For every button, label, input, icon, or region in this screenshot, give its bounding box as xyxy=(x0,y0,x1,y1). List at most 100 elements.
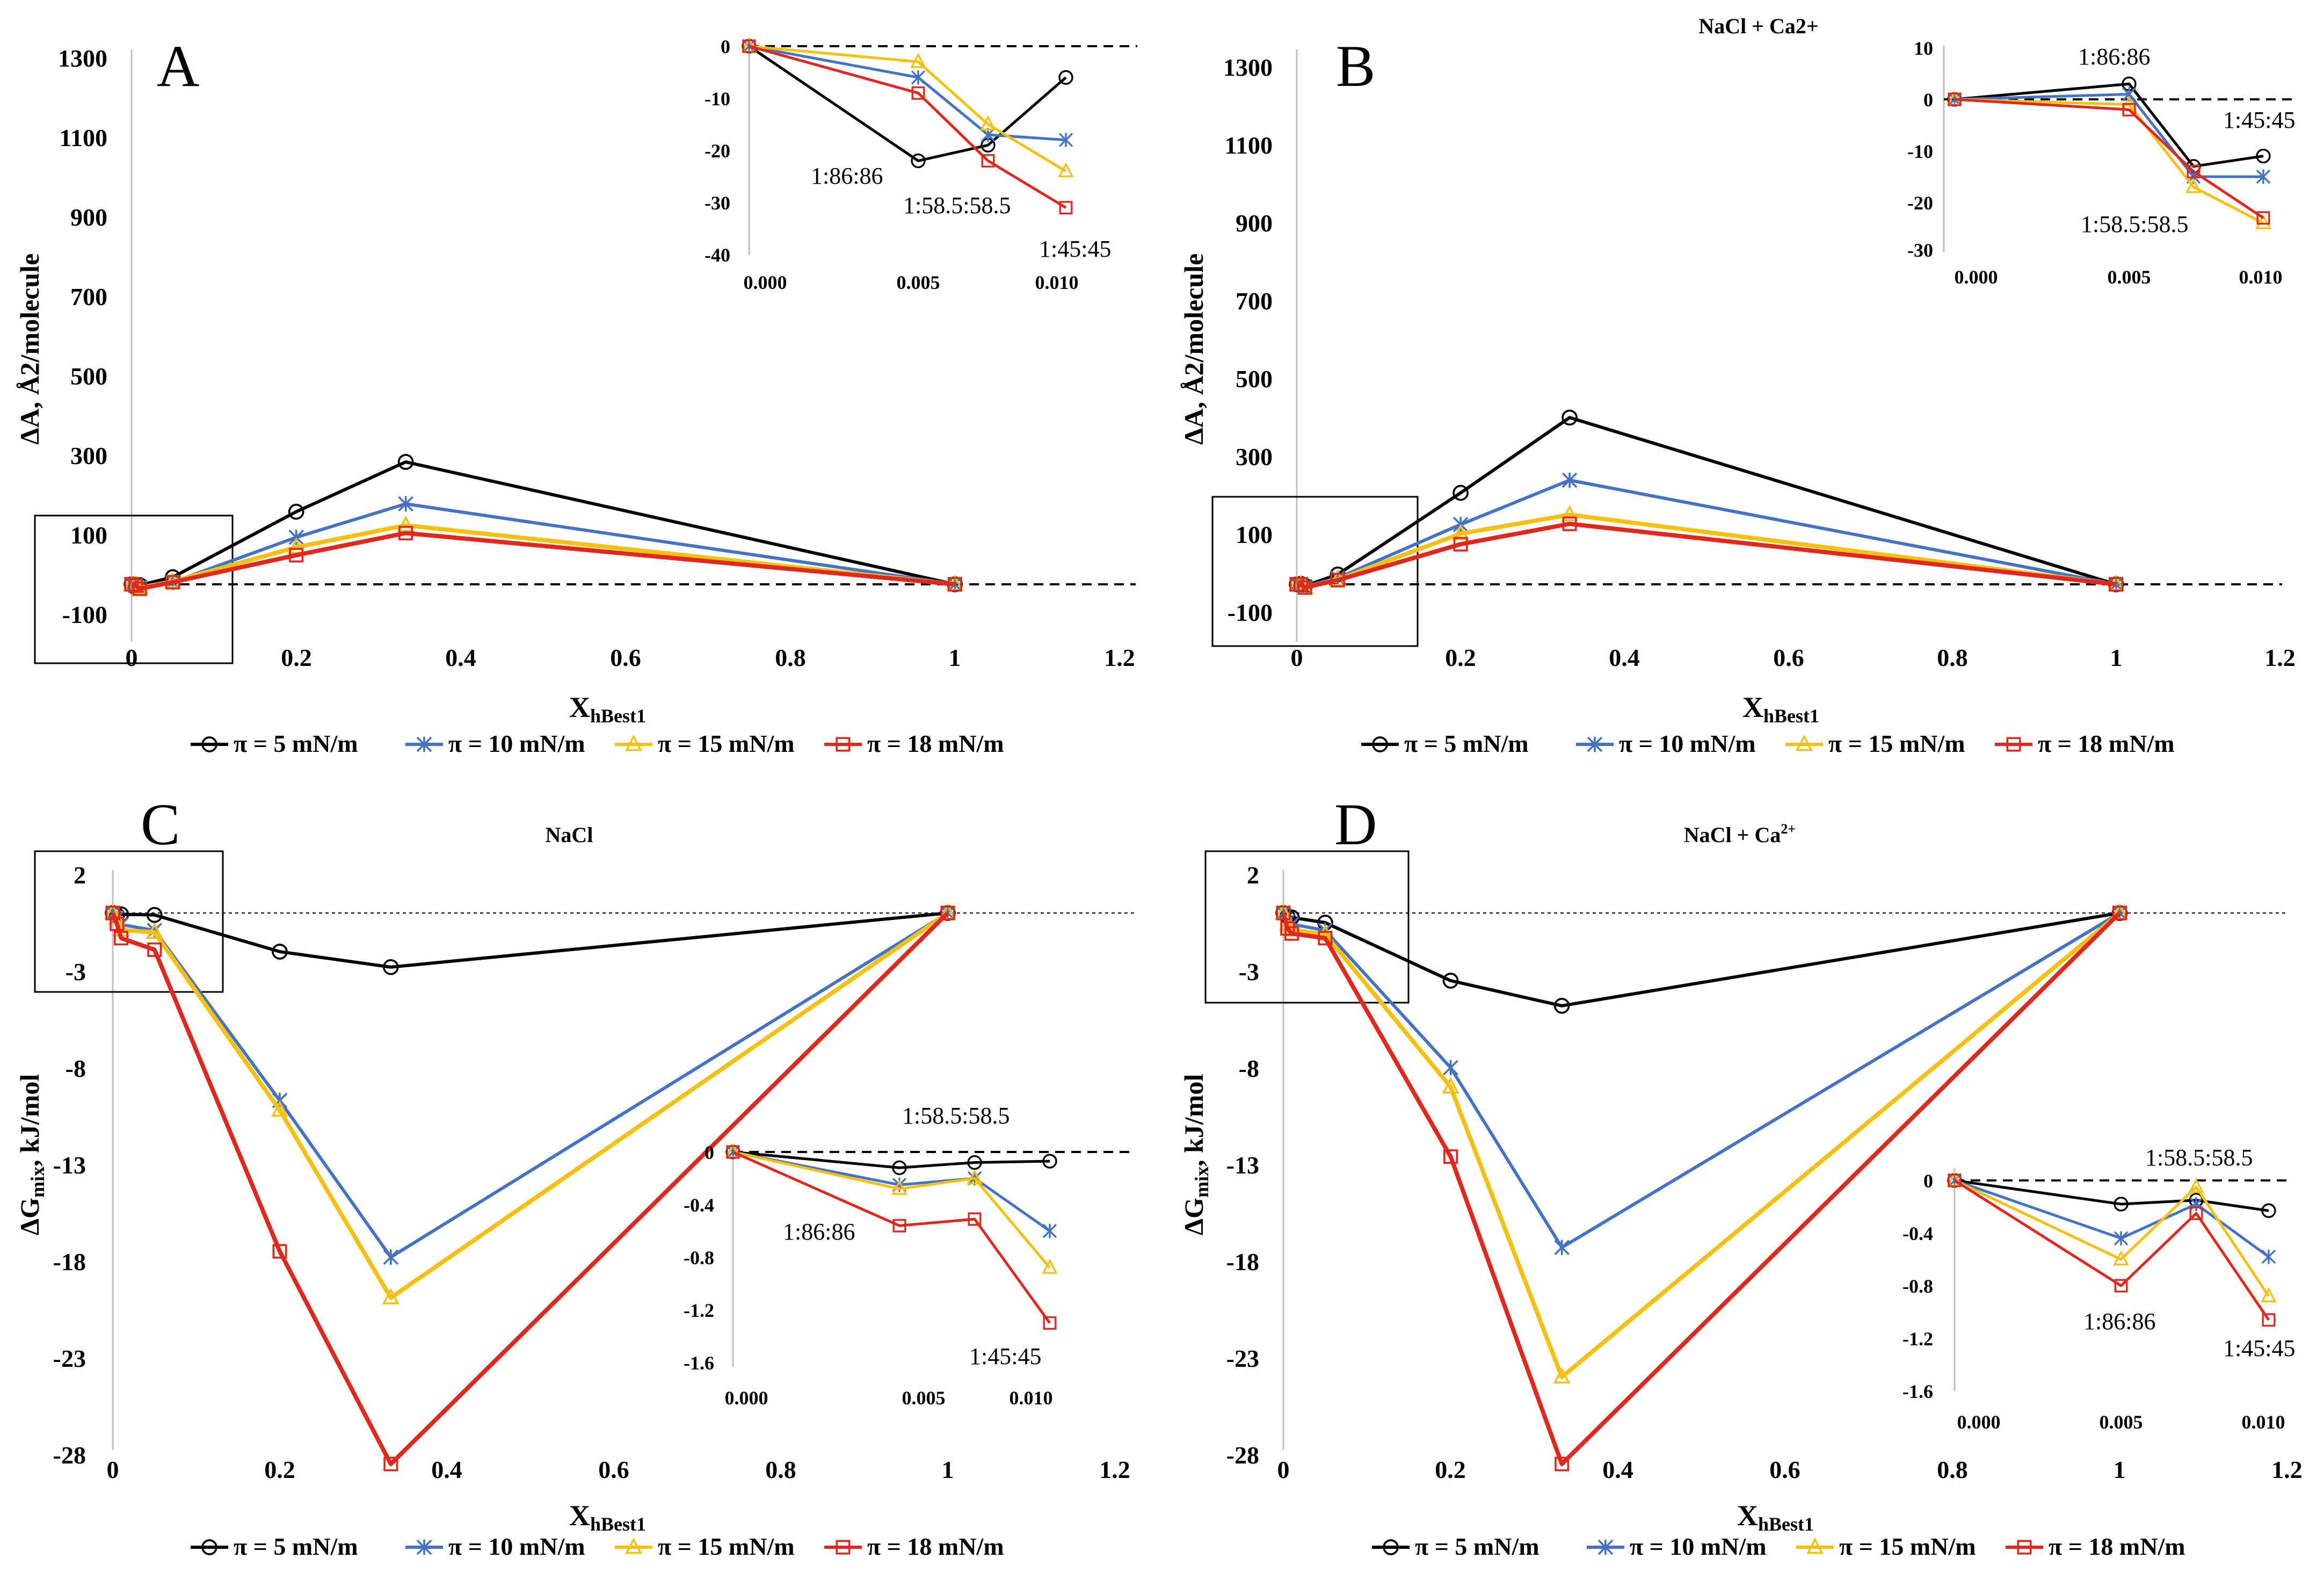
x-tick-label: 1.2 xyxy=(1104,644,1135,671)
data-point xyxy=(383,1456,398,1472)
inset-data-point xyxy=(2262,1313,2276,1327)
inset-chart: 0 -10 -20 -30 -40 0.000 0.005 0.010 1:86… xyxy=(705,36,1137,293)
panel-c: 2 -3 -8 -13 -18 -23 -28 0 0.2 0.4 0.6 0.… xyxy=(14,792,1136,1535)
data-point xyxy=(1553,997,1570,1014)
y-tick-label: 700 xyxy=(70,283,107,310)
panel-label: A xyxy=(157,33,199,99)
data-point xyxy=(1453,537,1468,552)
x-tick-labels: 0 0.2 0.4 0.6 0.8 1 1.2 xyxy=(126,644,1135,671)
legend-label: π = 18 mN/m xyxy=(867,1533,1004,1560)
inset-series-group xyxy=(741,37,1074,215)
data-point xyxy=(1562,409,1578,426)
legend-marker xyxy=(624,1537,643,1554)
data-point xyxy=(146,922,163,939)
data-point xyxy=(397,515,415,532)
inset-data-point xyxy=(1042,1223,1057,1238)
x-tick-label: 0.2 xyxy=(264,1456,295,1483)
inset-data-point xyxy=(2185,178,2202,193)
y-tick-label: 100 xyxy=(1236,521,1273,548)
legend-entry: π = 10 mN/m xyxy=(1587,1533,1767,1560)
data-point xyxy=(132,581,147,596)
inset-series-line xyxy=(748,45,1067,162)
legend-label: π = 5 mN/m xyxy=(234,1533,358,1560)
data-point xyxy=(146,907,163,923)
x-tick-label: 0.8 xyxy=(765,1456,796,1483)
y-tick-labels: 1300 1100 900 700 500 300 100 -100 xyxy=(58,45,107,628)
data-point xyxy=(940,905,955,921)
data-point xyxy=(382,1288,400,1304)
inset-x-tick: 0.005 xyxy=(2100,1411,2143,1433)
series-group xyxy=(122,454,964,596)
data-point xyxy=(1284,926,1299,941)
legend-label: π = 15 mN/m xyxy=(1839,1533,1976,1560)
legend-label: π = 15 mN/m xyxy=(658,730,795,757)
inset-x-tick: 0.000 xyxy=(744,272,787,293)
zoom-box xyxy=(34,514,234,664)
x-tick-label: 0.6 xyxy=(1773,644,1804,671)
y-axis-label: ΔA, Å2/molecule xyxy=(1179,253,1209,445)
inset-y-tick: -10 xyxy=(705,88,730,110)
data-point xyxy=(1553,1367,1571,1384)
series-group xyxy=(1288,409,2125,595)
inset-y-tick: 0 xyxy=(1923,89,1933,111)
inset-data-point xyxy=(892,1160,907,1176)
legend-label: π = 18 mN/m xyxy=(2049,1533,2185,1560)
data-point xyxy=(1562,516,1577,531)
legend-entry: π = 18 mN/m xyxy=(824,730,1004,757)
y-tick-labels: 2 -3 -8 -13 -18 -23 -28 xyxy=(1226,861,1259,1469)
inset-data-point xyxy=(2189,1206,2203,1220)
inset-data-point xyxy=(726,1145,740,1159)
y-tick-label: -8 xyxy=(1239,1055,1259,1082)
y-tick-label: -100 xyxy=(62,601,107,628)
data-point xyxy=(1452,484,1469,501)
inset-chart: 0 -0.4 -0.8 -1.2 -1.6 0.000 0.005 0.010 … xyxy=(684,1103,1130,1409)
inset-chart: 0 -0.4 -0.8 -1.2 -1.6 0.000 0.005 0.010 … xyxy=(1902,1144,2295,1433)
panel-b: 1300 1100 900 700 500 300 100 -100 0 0.2… xyxy=(1179,14,2296,727)
inset-data-point xyxy=(2261,1203,2276,1219)
inset-data-point xyxy=(1948,1173,1962,1187)
y-tick-label: 1300 xyxy=(58,45,107,72)
inset-y-tick: 10 xyxy=(1914,38,1933,59)
legend-label: π = 10 mN/m xyxy=(1619,730,1756,757)
legend-label: π = 15 mN/m xyxy=(658,1533,795,1560)
legend-entry: π = 18 mN/m xyxy=(2006,1533,2185,1560)
ratio-annotation: 1:45:45 xyxy=(2223,1335,2295,1361)
ratio-annotation: 1:58.5:58.5 xyxy=(2081,211,2188,237)
x-tick-label: 0.6 xyxy=(610,644,641,671)
y-tick-label: 900 xyxy=(1236,209,1273,237)
inset-series-line xyxy=(749,45,1066,142)
y-tick-label: 1300 xyxy=(1223,54,1273,81)
inset-y-tick: 0 xyxy=(721,36,730,57)
legend-entry: π = 15 mN/m xyxy=(1785,730,1965,757)
panel-label: B xyxy=(1336,33,1375,99)
inset-x-tick: 0.010 xyxy=(1010,1387,1053,1409)
ratio-annotation: 1:86:86 xyxy=(811,163,883,189)
inset-series-line xyxy=(732,1150,1051,1269)
x-tick-labels: 0 0.2 0.4 0.6 0.8 1 1.2 xyxy=(1291,644,2296,671)
legend-d: π = 5 mN/m π = 10 mN/m π = 15 mN/m π = 18 m… xyxy=(1372,1533,2185,1560)
data-point xyxy=(1561,505,1579,521)
data-point xyxy=(165,575,180,590)
data-point xyxy=(1562,472,1578,488)
x-tick-label: 1.2 xyxy=(2271,1456,2303,1483)
data-point xyxy=(105,905,120,921)
inset-y-tick: -1.6 xyxy=(684,1352,714,1374)
y-axis-label: ΔGmix, kJ/mol xyxy=(1179,1074,1212,1236)
zoom-box xyxy=(1211,496,1419,647)
legend-label: π = 10 mN/m xyxy=(448,730,585,757)
legend-label: π = 18 mN/m xyxy=(2038,730,2175,757)
inset-data-point xyxy=(910,53,926,68)
inset-series-line xyxy=(1954,92,2263,178)
data-point xyxy=(1554,1240,1570,1256)
legend-marker xyxy=(1597,1539,1614,1555)
series-line xyxy=(1296,521,2117,590)
series-line xyxy=(111,911,949,1259)
x-tick-label: 0.8 xyxy=(1937,644,1968,671)
inset-y-tick: -1.2 xyxy=(1902,1328,1933,1350)
inset-data-point xyxy=(967,1155,982,1170)
inset-x-tick: 0.010 xyxy=(2239,266,2283,288)
series-group xyxy=(1274,903,2129,1472)
y-tick-label: -13 xyxy=(1226,1151,1259,1179)
panel-d: 2 -3 -8 -13 -18 -23 -28 0 0.2 0.4 0.6 0.… xyxy=(1179,792,2303,1535)
x-tick-label: 0.6 xyxy=(598,1456,629,1483)
